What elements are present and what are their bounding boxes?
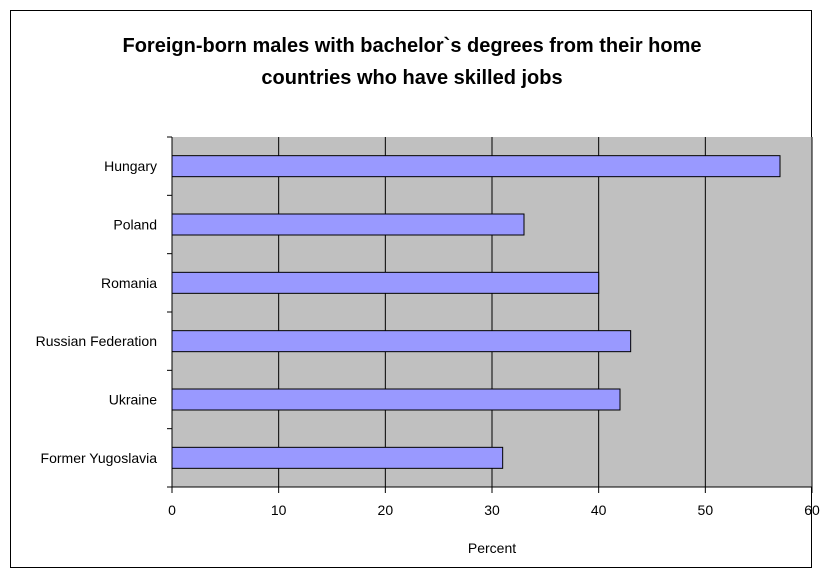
bar — [171, 330, 632, 353]
y-axis: Hungary Poland Romania Russian Federation Uk… — [36, 136, 173, 488]
y-tick-label: Ukraine — [109, 392, 157, 408]
chart-title-line-1: Foreign-born males with bachelor`s degre… — [122, 35, 702, 57]
x-tick-label: 50 — [698, 502, 714, 518]
x-tick-label: 20 — [378, 502, 394, 518]
x-axis: 0 10 20 30 40 50 60 — [168, 486, 820, 518]
y-tick-label: Hungary — [104, 158, 157, 174]
x-tick-label: 30 — [484, 502, 500, 518]
x-tick-label: 10 — [271, 502, 287, 518]
chart-title: Foreign-born males with bachelor`s degre… — [0, 30, 824, 94]
y-tick-label: Russian Federation — [36, 333, 157, 349]
bar — [171, 271, 600, 294]
y-tick-label: Former Yugoslavia — [41, 450, 158, 466]
bar — [171, 213, 525, 236]
x-tick-label: 0 — [168, 502, 176, 518]
y-tick-label: Poland — [113, 217, 157, 233]
bars — [171, 155, 781, 469]
gridlines — [278, 137, 813, 487]
x-axis-label: Percent — [468, 540, 516, 556]
x-tick-label: 60 — [804, 502, 820, 518]
y-tick-label: Romania — [101, 275, 157, 291]
chart-title-line-2: countries who have skilled jobs — [261, 67, 563, 89]
bar — [171, 388, 621, 411]
bar — [171, 155, 781, 178]
x-tick-label: 40 — [591, 502, 607, 518]
bar — [171, 446, 504, 469]
